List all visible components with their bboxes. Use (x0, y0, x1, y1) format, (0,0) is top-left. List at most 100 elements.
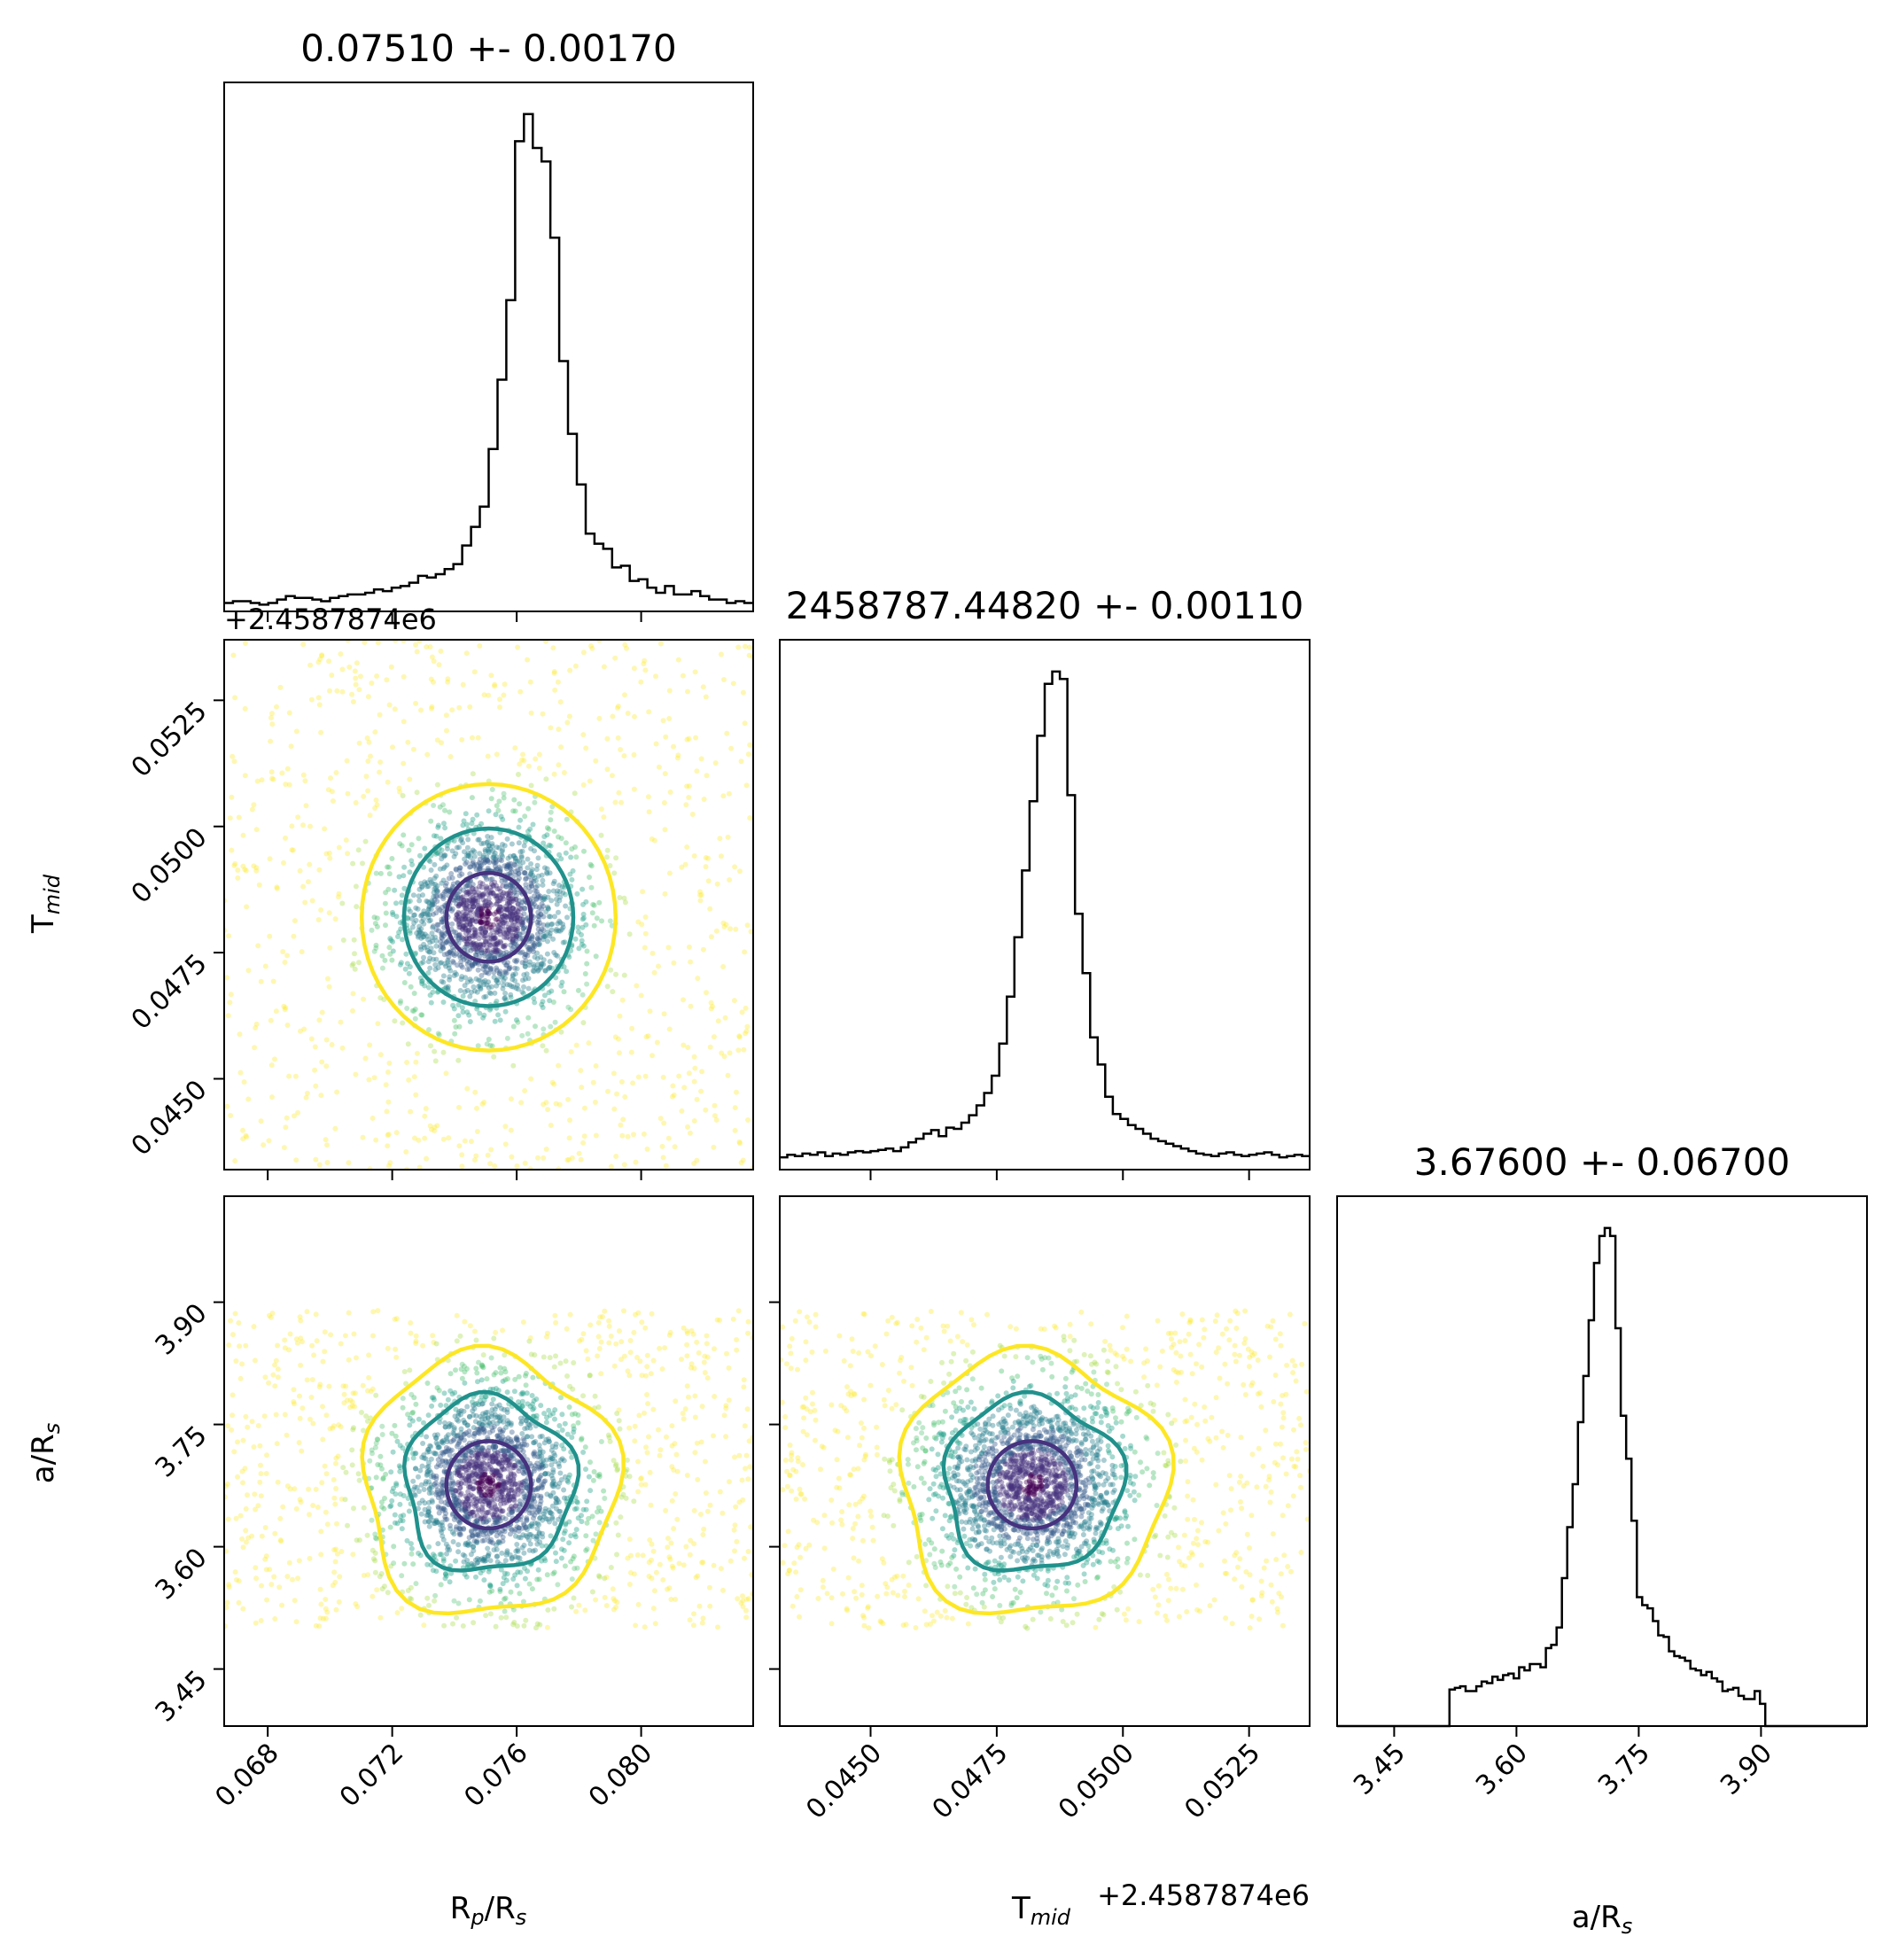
scatter-point (572, 1534, 579, 1540)
scatter-point (316, 1017, 323, 1023)
scatter-point (488, 1490, 494, 1497)
scatter-point (445, 1544, 451, 1550)
scatter-point (481, 1556, 487, 1562)
scatter-point (264, 1452, 269, 1458)
scatter-point (503, 1454, 510, 1459)
scatter-point (632, 1438, 638, 1444)
scatter-point (483, 923, 489, 929)
scatter-point (522, 813, 528, 820)
scatter-point (307, 861, 313, 867)
scatter-point (433, 1435, 439, 1441)
scatter-point (556, 762, 562, 768)
scatter-point (504, 1448, 510, 1454)
scatter-point (448, 1422, 455, 1427)
scatter-point (433, 1435, 439, 1442)
scatter-point (514, 933, 520, 939)
scatter-point (598, 806, 604, 813)
scatter-point (470, 917, 476, 923)
scatter-point (362, 1055, 369, 1062)
scatter-point (366, 739, 372, 745)
scatter-point (449, 875, 455, 881)
scatter-point (421, 921, 427, 927)
scatter-point (544, 951, 550, 957)
scatter-point (472, 1501, 478, 1507)
scatter-point (486, 1510, 492, 1516)
scatter-point (496, 1516, 502, 1522)
scatter-point (448, 871, 455, 876)
scatter-point (451, 973, 457, 978)
scatter-point (494, 1506, 499, 1513)
scatter-point (656, 1427, 661, 1433)
scatter-point (539, 1465, 545, 1471)
scatter-point (613, 971, 618, 977)
scatter-point (626, 1536, 633, 1543)
scatter-point (525, 1031, 531, 1037)
scatter-point (443, 1573, 449, 1579)
scatter-point (473, 953, 479, 959)
scatter-point (686, 944, 692, 950)
scatter-point (438, 836, 444, 842)
scatter-point (463, 861, 469, 867)
scatter-point (486, 1462, 492, 1467)
scatter-point (395, 934, 401, 939)
scatter-point (557, 920, 564, 926)
scatter-point (556, 1461, 562, 1466)
scatter-point (526, 1422, 533, 1428)
scatter-point (509, 915, 515, 922)
scatter-point (481, 692, 487, 698)
scatter-point (514, 1583, 520, 1589)
scatter-point (550, 936, 556, 942)
scatter-point (468, 850, 474, 856)
scatter-point (514, 928, 520, 934)
scatter-point (477, 953, 483, 960)
scatter-point (727, 877, 733, 883)
scatter-point (405, 739, 411, 745)
scatter-point (501, 929, 507, 936)
scatter-point (532, 1451, 538, 1457)
scatter-point (269, 1311, 276, 1317)
scatter-point (543, 1047, 549, 1054)
scatter-point (554, 1505, 559, 1512)
scatter-point (467, 922, 473, 928)
scatter-point (455, 1489, 462, 1495)
scatter-point (511, 1494, 517, 1500)
scatter-point (599, 918, 604, 924)
scatter-point (277, 1537, 284, 1544)
scatter-point (556, 889, 563, 895)
scatter-point (479, 906, 486, 912)
scatter-point (636, 1412, 642, 1419)
scatter-point (494, 751, 500, 758)
scatter-point (483, 906, 489, 912)
scatter-point (431, 1473, 437, 1479)
scatter-point (433, 1451, 439, 1457)
scatter-point (451, 1006, 457, 1012)
scatter-point (470, 901, 475, 906)
scatter-point (435, 1461, 441, 1467)
scatter-point (631, 786, 637, 792)
scatter-point (425, 937, 431, 943)
scatter-point (657, 1116, 664, 1122)
scatter-point (587, 1373, 593, 1379)
scatter-point (545, 906, 551, 912)
scatter-point (553, 1495, 559, 1501)
scatter-point (553, 1496, 559, 1502)
scatter-point (430, 989, 436, 995)
scatter-point (617, 895, 623, 900)
scatter-point (510, 1452, 516, 1458)
scatter-point (482, 929, 488, 935)
scatter-point (446, 954, 452, 961)
scatter-point (454, 1495, 460, 1501)
scatter-point (410, 1478, 416, 1484)
scatter-point (369, 1593, 376, 1599)
scatter-point (538, 1458, 544, 1465)
scatter-point (255, 1503, 261, 1509)
scatter-point (497, 938, 503, 945)
scatter-point (458, 899, 464, 906)
scatter-point (443, 1459, 449, 1466)
scatter-point (451, 929, 457, 935)
scatter-point (230, 652, 237, 658)
scatter-point (505, 1457, 511, 1463)
scatter-point (434, 893, 440, 899)
scatter-point (467, 1511, 473, 1517)
scatter-point (324, 1609, 331, 1615)
